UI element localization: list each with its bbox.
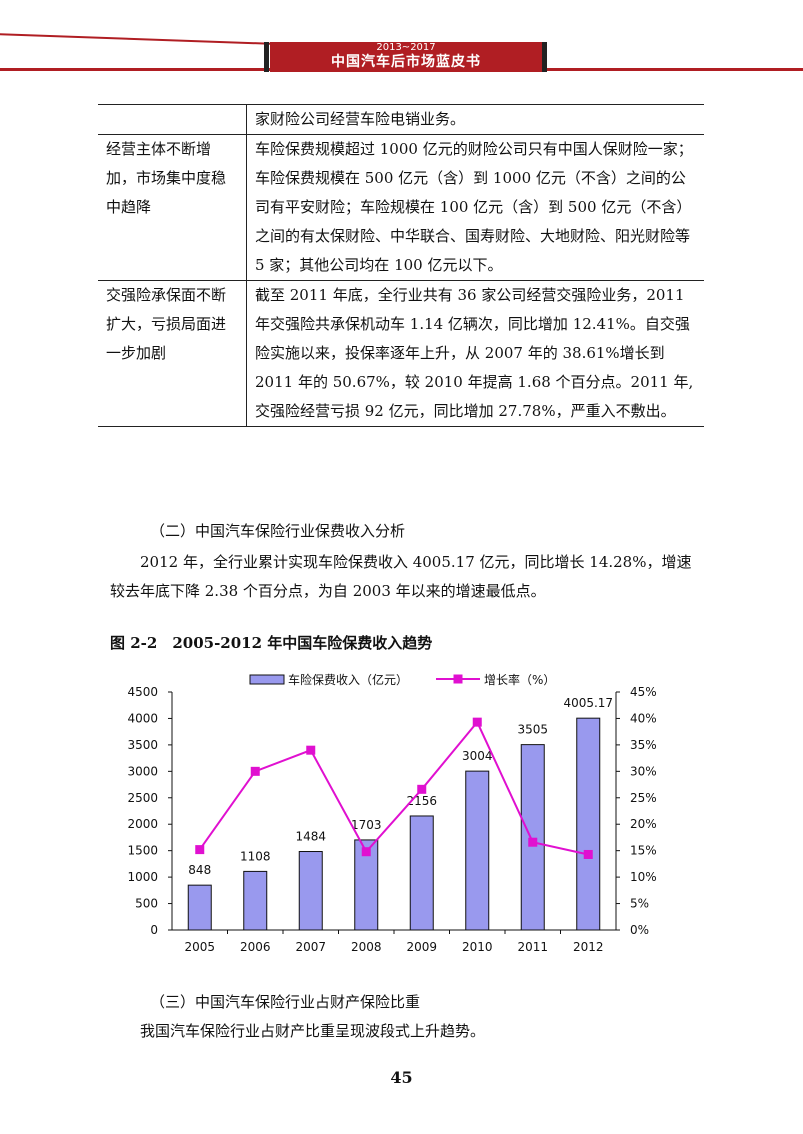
y-tick-label-right: 40% — [630, 711, 657, 725]
header-title: 中国汽车后市场蓝皮书 — [331, 54, 481, 70]
y-tick-label-left: 3500 — [127, 738, 158, 752]
growth-line — [198, 720, 589, 856]
section2-body: 2012 年，全行业累计实现车险保费收入 4005.17 亿元，同比增长 14.… — [110, 553, 692, 600]
x-tick-label: 2012 — [573, 940, 604, 954]
header-right-bar — [542, 42, 547, 72]
header-years: 2013~2017 — [376, 42, 436, 53]
bar — [354, 839, 379, 931]
y-tick-label-left: 0 — [150, 923, 158, 937]
premium-chart: 0 500 1000 1500 2000 2500 3000 3500 4000 4500 0% 5%… — [127, 672, 656, 954]
y-tick-label-right: 10% — [630, 870, 657, 884]
section3-body: 我国汽车保险行业占财产比重呈现波段式上升趋势。 — [140, 1022, 486, 1040]
x-tick-label: 2011 — [517, 940, 548, 954]
growth-point — [250, 766, 260, 776]
bar-value-label: 1484 — [295, 830, 326, 844]
bar-value-label: 848 — [188, 863, 211, 877]
x-tick-label: 2006 — [240, 940, 271, 954]
legend-line-label: 增长率（%） — [484, 672, 555, 687]
y-tick-label-right: 15% — [630, 844, 657, 858]
chart-legend: 车险保费收入（亿元） 增长率（%） — [249, 672, 555, 687]
y-tick-label-left: 1000 — [127, 870, 158, 884]
table-row-label: 经营主体不断增加，市场集中度稳中趋降 — [98, 134, 247, 281]
page-number: 45 — [390, 1068, 413, 1087]
growth-point — [361, 847, 371, 857]
y-tick-label-right: 25% — [630, 791, 657, 805]
info-table: 家财险公司经营车险电销业务。 经营主体不断增加，市场集中度稳中趋降 车险保费规模… — [98, 104, 704, 427]
y-tick-label-left: 2000 — [127, 817, 158, 831]
bar-value-label: 4005.17 — [563, 696, 613, 710]
chart-axes: 0 500 1000 1500 2000 2500 3000 3500 4000 4500 0% 5%… — [127, 685, 656, 954]
table-row-text: 截至 2011 年底，全行业共有 36 家公司经营交强险业务，2011 年交强险… — [255, 286, 694, 420]
y-tick-label-left: 3000 — [127, 764, 158, 778]
table-row-text: 车险保费规模超过 1000 亿元的财险公司只有中国人保财险一家；车险保费规模在 … — [255, 140, 693, 274]
bar-value-label: 1703 — [351, 818, 382, 832]
header-accent-line — [0, 33, 270, 45]
bar-value-label: 1108 — [240, 849, 271, 863]
table-row-text: 家财险公司经营车险电销业务。 — [255, 110, 466, 128]
header-left-bar — [264, 42, 269, 72]
table-row-label — [98, 104, 247, 135]
section2-heading: （二）中国汽车保险行业保费收入分析 — [150, 522, 406, 540]
bar — [520, 744, 545, 931]
x-tick-label: 2010 — [462, 940, 493, 954]
growth-point — [195, 845, 205, 855]
legend-line-marker — [453, 674, 463, 684]
bar — [187, 884, 212, 931]
figure-title: 图 2-2 2005-2012 年中国车险保费收入趋势 — [110, 634, 433, 652]
bar-value-label: 3004 — [462, 749, 493, 763]
y-tick-label-left: 500 — [135, 897, 158, 911]
table-row: 交强险承保面不断扩大，亏损局面进一步加剧 截至 2011 年底，全行业共有 36… — [98, 280, 704, 427]
y-tick-label-right: 30% — [630, 764, 657, 778]
table-row: 家财险公司经营车险电销业务。 — [98, 104, 704, 135]
bar — [298, 851, 323, 931]
y-tick-label-left: 1500 — [127, 844, 158, 858]
table-row: 经营主体不断增加，市场集中度稳中趋降 车险保费规模超过 1000 亿元的财险公司… — [98, 134, 704, 281]
bar — [243, 870, 268, 931]
bar — [465, 770, 490, 931]
y-tick-label-left: 4000 — [127, 711, 158, 725]
growth-point — [528, 837, 538, 847]
bar — [576, 717, 601, 931]
chart-growth-line — [195, 717, 593, 859]
growth-point — [583, 849, 593, 859]
y-tick-label-right: 0% — [630, 923, 649, 937]
x-tick-label: 2007 — [295, 940, 326, 954]
x-tick-label: 2005 — [184, 940, 215, 954]
x-tick-label: 2009 — [406, 940, 437, 954]
y-tick-label-right: 5% — [630, 897, 649, 911]
y-tick-label-left: 2500 — [127, 791, 158, 805]
bar — [409, 815, 434, 931]
y-tick-label-right: 45% — [630, 685, 657, 699]
y-tick-label-right: 20% — [630, 817, 657, 831]
table-row-label: 交强险承保面不断扩大，亏损局面进一步加剧 — [98, 280, 247, 427]
growth-point — [306, 745, 316, 755]
header-banner: 2013~2017 中国汽车后市场蓝皮书 — [270, 42, 542, 72]
y-tick-label-right: 35% — [630, 738, 657, 752]
bar-value-label: 3505 — [517, 723, 548, 737]
growth-point — [472, 717, 482, 727]
x-tick-label: 2008 — [351, 940, 382, 954]
y-tick-label-left: 4500 — [127, 685, 158, 699]
legend-bar-swatch — [249, 674, 285, 685]
growth-point — [417, 784, 427, 794]
legend-bar-label: 车险保费收入（亿元） — [288, 672, 408, 687]
section3-heading: （三）中国汽车保险行业占财产保险比重 — [150, 993, 421, 1011]
